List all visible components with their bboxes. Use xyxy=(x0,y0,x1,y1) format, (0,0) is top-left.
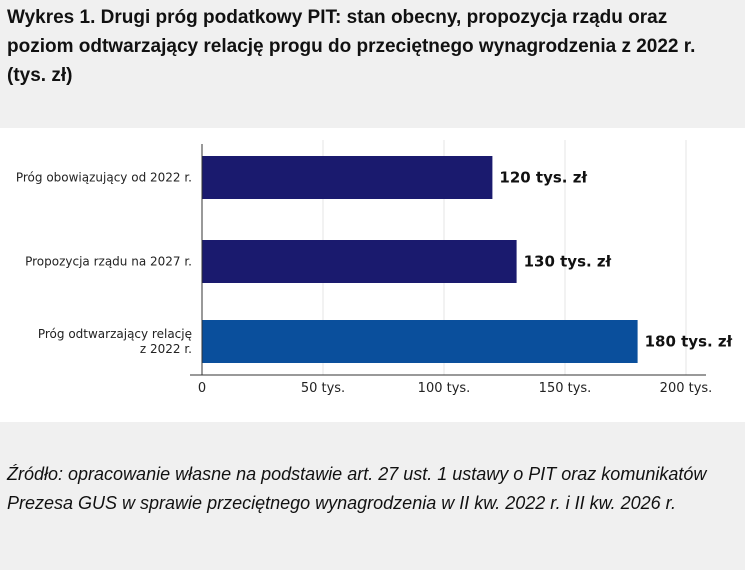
source-note: Źródło: opracowanie własne na podstawie … xyxy=(7,464,707,513)
bar-chart: 120 tys. zł 130 tys. zł 180 tys. zł Próg ob… xyxy=(16,140,733,396)
x-tick-label: 100 tys. xyxy=(418,381,471,396)
bar xyxy=(202,240,517,283)
chart-title: Wykres 1. Drugi próg podatkowy PIT: stan… xyxy=(7,7,696,86)
data-label: 130 tys. zł xyxy=(524,253,612,271)
x-tick-label: 200 tys. xyxy=(660,381,713,396)
category-label: Próg obowiązujący od 2022 r. xyxy=(16,171,192,185)
data-label: 180 tys. zł xyxy=(645,333,733,351)
data-label: 120 tys. zł xyxy=(499,169,587,187)
category-label: Próg odtwarzający relację xyxy=(38,327,192,341)
category-label: z 2022 r. xyxy=(140,342,192,356)
chart-area: 120 tys. zł 130 tys. zł 180 tys. zł Próg ob… xyxy=(0,128,745,422)
bar xyxy=(202,320,638,363)
x-tick-label: 50 tys. xyxy=(301,381,345,396)
x-tick-label: 0 xyxy=(198,381,206,396)
bar xyxy=(202,156,493,199)
category-label: Propozycja rządu na 2027 r. xyxy=(25,255,192,269)
x-tick-label: 150 tys. xyxy=(539,381,592,396)
